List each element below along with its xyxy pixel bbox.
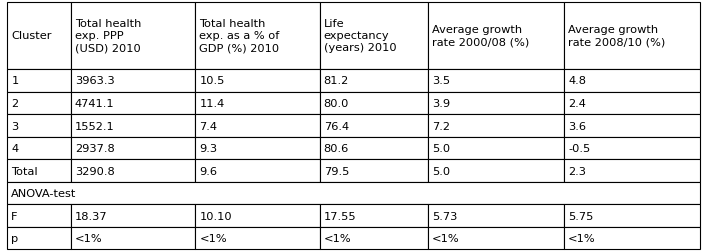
Text: 3963.3: 3963.3 xyxy=(75,76,115,86)
Text: ANOVA-test: ANOVA-test xyxy=(11,188,76,198)
Text: 10.5: 10.5 xyxy=(199,76,225,86)
Text: Average growth
rate 2008/10 (%): Average growth rate 2008/10 (%) xyxy=(568,25,665,47)
Bar xyxy=(71,92,195,115)
Bar xyxy=(71,115,195,137)
Bar xyxy=(564,160,700,182)
Bar xyxy=(428,160,564,182)
Text: 5.75: 5.75 xyxy=(568,211,594,221)
Bar xyxy=(195,70,320,92)
Bar xyxy=(320,3,428,70)
Bar xyxy=(564,70,700,92)
Bar xyxy=(564,92,700,115)
Bar xyxy=(320,115,428,137)
Bar xyxy=(428,137,564,160)
Bar xyxy=(320,160,428,182)
Text: <1%: <1% xyxy=(324,233,351,243)
Text: 18.37: 18.37 xyxy=(75,211,107,221)
Text: p: p xyxy=(11,233,18,243)
Text: 80.0: 80.0 xyxy=(324,99,349,109)
Bar xyxy=(7,92,71,115)
Text: Total: Total xyxy=(11,166,38,176)
Text: 2937.8: 2937.8 xyxy=(75,143,115,153)
Bar xyxy=(195,3,320,70)
Bar xyxy=(195,92,320,115)
Text: 9.6: 9.6 xyxy=(199,166,217,176)
Bar xyxy=(7,160,71,182)
Text: 2: 2 xyxy=(11,99,18,109)
Bar xyxy=(320,137,428,160)
Text: 5.0: 5.0 xyxy=(432,143,450,153)
Text: 10.10: 10.10 xyxy=(199,211,232,221)
Bar xyxy=(7,70,71,92)
Bar xyxy=(564,205,700,227)
Bar xyxy=(7,3,71,70)
Bar xyxy=(428,205,564,227)
Bar xyxy=(71,137,195,160)
Bar xyxy=(564,115,700,137)
Bar xyxy=(195,137,320,160)
Text: 3: 3 xyxy=(11,121,18,131)
Text: 81.2: 81.2 xyxy=(324,76,349,86)
Text: 4741.1: 4741.1 xyxy=(75,99,115,109)
Bar xyxy=(7,182,700,205)
Text: 4.8: 4.8 xyxy=(568,76,586,86)
Bar xyxy=(320,205,428,227)
Text: Life
expectancy
(years) 2010: Life expectancy (years) 2010 xyxy=(324,19,397,53)
Bar xyxy=(7,227,71,249)
Text: 3.5: 3.5 xyxy=(432,76,450,86)
Bar xyxy=(71,160,195,182)
Text: 79.5: 79.5 xyxy=(324,166,349,176)
Text: <1%: <1% xyxy=(568,233,596,243)
Bar xyxy=(428,3,564,70)
Bar xyxy=(195,205,320,227)
Bar xyxy=(428,115,564,137)
Text: 7.2: 7.2 xyxy=(432,121,450,131)
Text: 3290.8: 3290.8 xyxy=(75,166,115,176)
Bar xyxy=(428,92,564,115)
Text: 2.3: 2.3 xyxy=(568,166,586,176)
Bar xyxy=(71,3,195,70)
Text: 4: 4 xyxy=(11,143,18,153)
Text: Cluster: Cluster xyxy=(11,31,52,41)
Bar xyxy=(428,227,564,249)
Bar xyxy=(71,227,195,249)
Text: 17.55: 17.55 xyxy=(324,211,356,221)
Bar xyxy=(7,115,71,137)
Text: 1552.1: 1552.1 xyxy=(75,121,115,131)
Bar xyxy=(564,3,700,70)
Bar xyxy=(195,227,320,249)
Bar xyxy=(564,137,700,160)
Text: <1%: <1% xyxy=(432,233,460,243)
Bar xyxy=(564,227,700,249)
Bar xyxy=(320,92,428,115)
Bar xyxy=(195,115,320,137)
Text: 2.4: 2.4 xyxy=(568,99,586,109)
Bar xyxy=(71,70,195,92)
Bar xyxy=(320,227,428,249)
Text: 80.6: 80.6 xyxy=(324,143,349,153)
Text: Average growth
rate 2000/08 (%): Average growth rate 2000/08 (%) xyxy=(432,25,530,47)
Text: 9.3: 9.3 xyxy=(199,143,218,153)
Text: Total health
exp. PPP
(USD) 2010: Total health exp. PPP (USD) 2010 xyxy=(75,19,141,53)
Text: 76.4: 76.4 xyxy=(324,121,349,131)
Text: <1%: <1% xyxy=(75,233,103,243)
Bar xyxy=(71,205,195,227)
Text: 1: 1 xyxy=(11,76,18,86)
Bar xyxy=(428,70,564,92)
Bar xyxy=(320,70,428,92)
Bar xyxy=(7,205,71,227)
Text: 5.73: 5.73 xyxy=(432,211,457,221)
Bar xyxy=(7,137,71,160)
Text: <1%: <1% xyxy=(199,233,227,243)
Text: F: F xyxy=(11,211,18,221)
Text: -0.5: -0.5 xyxy=(568,143,590,153)
Text: 11.4: 11.4 xyxy=(199,99,225,109)
Text: 3.9: 3.9 xyxy=(432,99,450,109)
Text: 7.4: 7.4 xyxy=(199,121,217,131)
Bar xyxy=(195,160,320,182)
Text: 5.0: 5.0 xyxy=(432,166,450,176)
Text: Total health
exp. as a % of
GDP (%) 2010: Total health exp. as a % of GDP (%) 2010 xyxy=(199,19,280,53)
Text: 3.6: 3.6 xyxy=(568,121,586,131)
